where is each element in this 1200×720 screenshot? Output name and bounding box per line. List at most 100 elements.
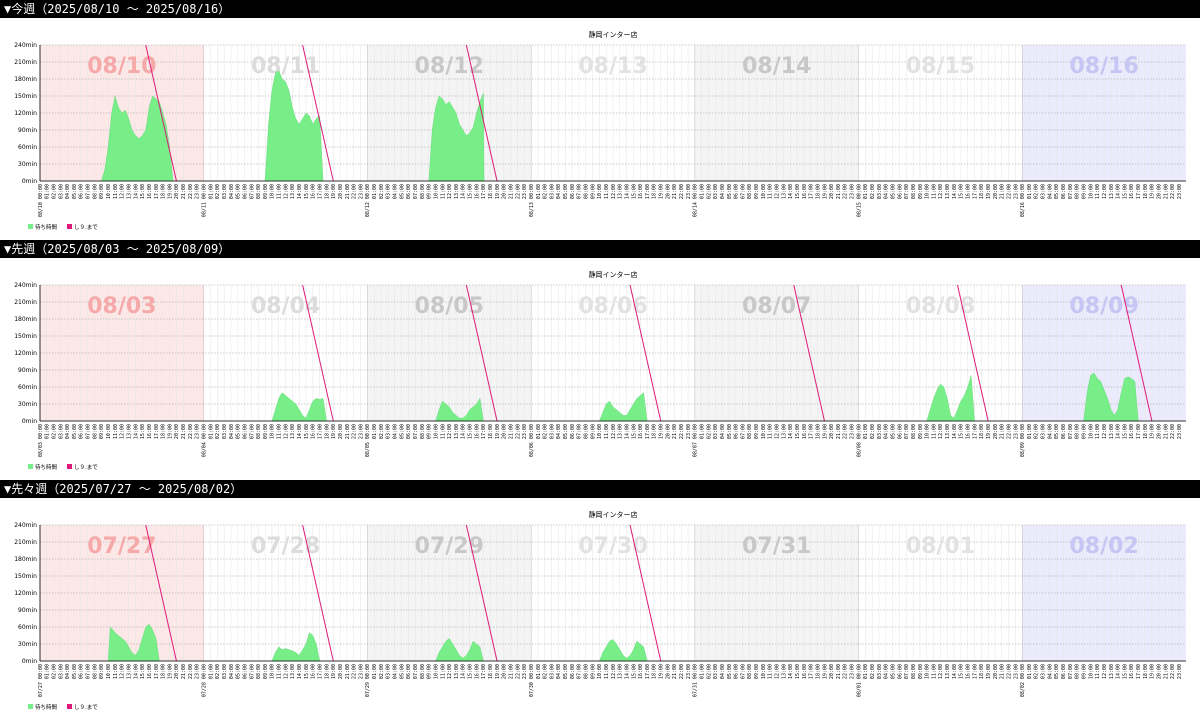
x-tick-label: 07:00 [86, 184, 92, 199]
x-tick-label: 23:00 [686, 424, 692, 439]
x-tick-label: 14:00 [133, 424, 139, 439]
x-tick-label: 03:00 [222, 664, 228, 679]
x-tick-label: 11:00 [931, 664, 937, 679]
x-tick-label: 10:00 [433, 664, 439, 679]
legend-label[interactable]: 待ち時間 [35, 463, 58, 471]
legend-swatch[interactable] [28, 704, 33, 709]
x-tick-label: 13:00 [454, 424, 460, 439]
x-tick-label: 12:00 [447, 664, 453, 679]
x-tick-label: 16:00 [638, 664, 644, 679]
x-tick-label: 21:00 [181, 184, 187, 199]
x-tick-label: 10:00 [925, 664, 931, 679]
x-tick-label: 18:00 [1143, 184, 1149, 199]
section-header[interactable]: ▼今週（2025/08/10 ～ 2025/08/16） [0, 0, 1200, 18]
x-tick-label: 23:00 [1013, 424, 1019, 439]
x-tick-label: 01:00 [45, 184, 51, 199]
x-tick-label: 08/03 00:00 [38, 424, 44, 457]
x-tick-label: 07:00 [904, 424, 910, 439]
day-label: 08/10 [87, 54, 156, 79]
x-tick-label: 19:00 [1150, 664, 1156, 679]
day-label: 08/11 [251, 54, 320, 79]
x-tick-label: 09:00 [427, 664, 433, 679]
x-tick-label: 21:00 [672, 424, 678, 439]
x-tick-label: 15:00 [795, 664, 801, 679]
y-tick-label: 0min [22, 418, 37, 425]
legend-swatch[interactable] [67, 464, 72, 469]
x-tick-label: 08/13 00:00 [529, 184, 535, 217]
x-tick-label: 22:00 [1170, 184, 1176, 199]
y-tick-label: 180min [14, 316, 37, 323]
x-tick-label: 06:00 [242, 184, 248, 199]
x-tick-label: 19:00 [1150, 184, 1156, 199]
legend-label[interactable]: 待ち時間 [35, 223, 58, 231]
x-tick-label: 07:00 [249, 184, 255, 199]
x-tick-label: 02:00 [379, 184, 385, 199]
x-tick-label: 01:00 [208, 424, 214, 439]
x-tick-label: 11:00 [1095, 184, 1101, 199]
x-tick-label: 08/16 00:00 [1020, 184, 1026, 217]
x-tick-label: 20:00 [338, 184, 344, 199]
x-tick-label: 11:00 [440, 184, 446, 199]
x-tick-label: 02:00 [215, 184, 221, 199]
x-tick-label: 20:00 [174, 184, 180, 199]
x-tick-label: 18:00 [488, 184, 494, 199]
x-tick-label: 16:00 [802, 664, 808, 679]
x-tick-label: 09:00 [263, 664, 269, 679]
x-tick-label: 01:00 [699, 184, 705, 199]
x-tick-label: 08:00 [420, 664, 426, 679]
legend-swatch[interactable] [28, 464, 33, 469]
legend-swatch[interactable] [67, 224, 72, 229]
x-tick-label: 08/04 00:00 [202, 424, 208, 457]
x-tick-label: 04:00 [393, 184, 399, 199]
day-label: 08/03 [87, 294, 156, 319]
x-tick-label: 16:00 [802, 424, 808, 439]
x-tick-label: 10:00 [270, 184, 276, 199]
x-tick-label: 21:00 [836, 424, 842, 439]
x-tick-label: 19:00 [659, 424, 665, 439]
x-tick-label: 07:00 [1068, 664, 1074, 679]
section-header[interactable]: ▼先週（2025/08/03 ～ 2025/08/09） [0, 240, 1200, 258]
x-tick-label: 19:00 [167, 184, 173, 199]
x-tick-label: 06:00 [1061, 424, 1067, 439]
wait-time-chart: 0min 30min 60min 90min 120min 150min 180min 210… [14, 30, 1186, 231]
x-tick-label: 01:00 [372, 184, 378, 199]
x-tick-label: 10:00 [597, 664, 603, 679]
x-tick-label: 02:00 [379, 424, 385, 439]
legend-label[interactable]: し９.まで [74, 704, 98, 711]
x-tick-label: 21:00 [1163, 424, 1169, 439]
x-tick-label: 20:00 [665, 424, 671, 439]
x-tick-label: 02:00 [1034, 664, 1040, 679]
section-header[interactable]: ▼先々週（2025/07/27 ～ 2025/08/02） [0, 480, 1200, 498]
x-tick-label: 10:00 [106, 664, 112, 679]
legend-label[interactable]: し９.まで [74, 464, 98, 471]
x-tick-label: 03:00 [58, 424, 64, 439]
x-tick-label: 17:00 [1136, 184, 1142, 199]
legend-label[interactable]: 待ち時間 [35, 703, 58, 711]
x-tick-label: 18:00 [488, 424, 494, 439]
x-tick-label: 16:00 [311, 424, 317, 439]
wait-time-area [435, 638, 484, 662]
x-tick-label: 08:00 [256, 664, 262, 679]
x-tick-label: 04:00 [556, 664, 562, 679]
x-tick-label: 12:00 [1102, 184, 1108, 199]
x-tick-label: 02:00 [543, 184, 549, 199]
x-tick-label: 08:00 [911, 664, 917, 679]
x-tick-label: 07:00 [1068, 184, 1074, 199]
x-tick-label: 16:00 [147, 664, 153, 679]
x-tick-label: 19:00 [822, 424, 828, 439]
x-tick-label: 01:00 [863, 184, 869, 199]
legend-label[interactable]: し９.まで [74, 224, 98, 231]
y-tick-label: 180min [14, 556, 37, 563]
x-tick-label: 04:00 [65, 664, 71, 679]
x-tick-label: 23:00 [1177, 424, 1183, 439]
x-tick-label: 08/12 00:00 [365, 184, 371, 217]
x-tick-label: 23:00 [195, 184, 201, 199]
legend-swatch[interactable] [67, 704, 72, 709]
x-tick-label: 15:00 [959, 664, 965, 679]
x-tick-label: 13:00 [454, 184, 460, 199]
legend-swatch[interactable] [28, 224, 33, 229]
closing-line [629, 524, 662, 662]
closing-line [465, 44, 498, 182]
wait-time-area [108, 623, 160, 662]
x-tick-label: 19:00 [659, 184, 665, 199]
